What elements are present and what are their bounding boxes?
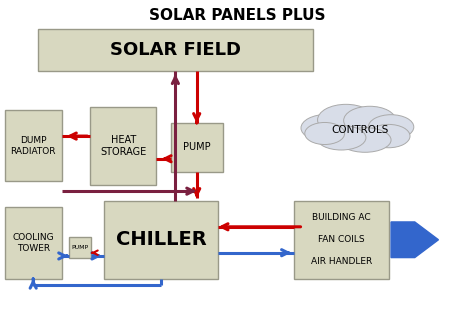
Text: HEAT
STORAGE: HEAT STORAGE (100, 134, 146, 157)
Ellipse shape (367, 124, 410, 148)
FancyArrow shape (391, 222, 438, 258)
FancyBboxPatch shape (5, 207, 62, 279)
Text: PUMP: PUMP (183, 143, 210, 152)
Text: CHILLER: CHILLER (116, 230, 207, 249)
FancyBboxPatch shape (38, 29, 313, 71)
Text: SOLAR FIELD: SOLAR FIELD (110, 41, 241, 59)
Ellipse shape (339, 128, 391, 152)
FancyBboxPatch shape (294, 201, 389, 279)
Text: SOLAR PANELS PLUS: SOLAR PANELS PLUS (149, 8, 325, 23)
Text: BUILDING AC

FAN COILS

AIR HANDLER: BUILDING AC FAN COILS AIR HANDLER (310, 213, 372, 266)
Ellipse shape (368, 115, 414, 139)
FancyBboxPatch shape (5, 110, 62, 181)
Text: COOLING
TOWER: COOLING TOWER (12, 233, 54, 253)
Text: PUMP: PUMP (71, 245, 88, 249)
FancyBboxPatch shape (69, 237, 91, 258)
FancyBboxPatch shape (171, 123, 223, 172)
Text: CONTROLS: CONTROLS (331, 125, 389, 135)
Ellipse shape (344, 106, 396, 135)
Ellipse shape (317, 125, 366, 150)
FancyBboxPatch shape (104, 201, 218, 279)
Ellipse shape (301, 114, 353, 142)
Ellipse shape (305, 122, 345, 145)
Text: DUMP
RADIATOR: DUMP RADIATOR (10, 136, 56, 156)
FancyBboxPatch shape (90, 107, 156, 185)
Ellipse shape (318, 104, 374, 135)
